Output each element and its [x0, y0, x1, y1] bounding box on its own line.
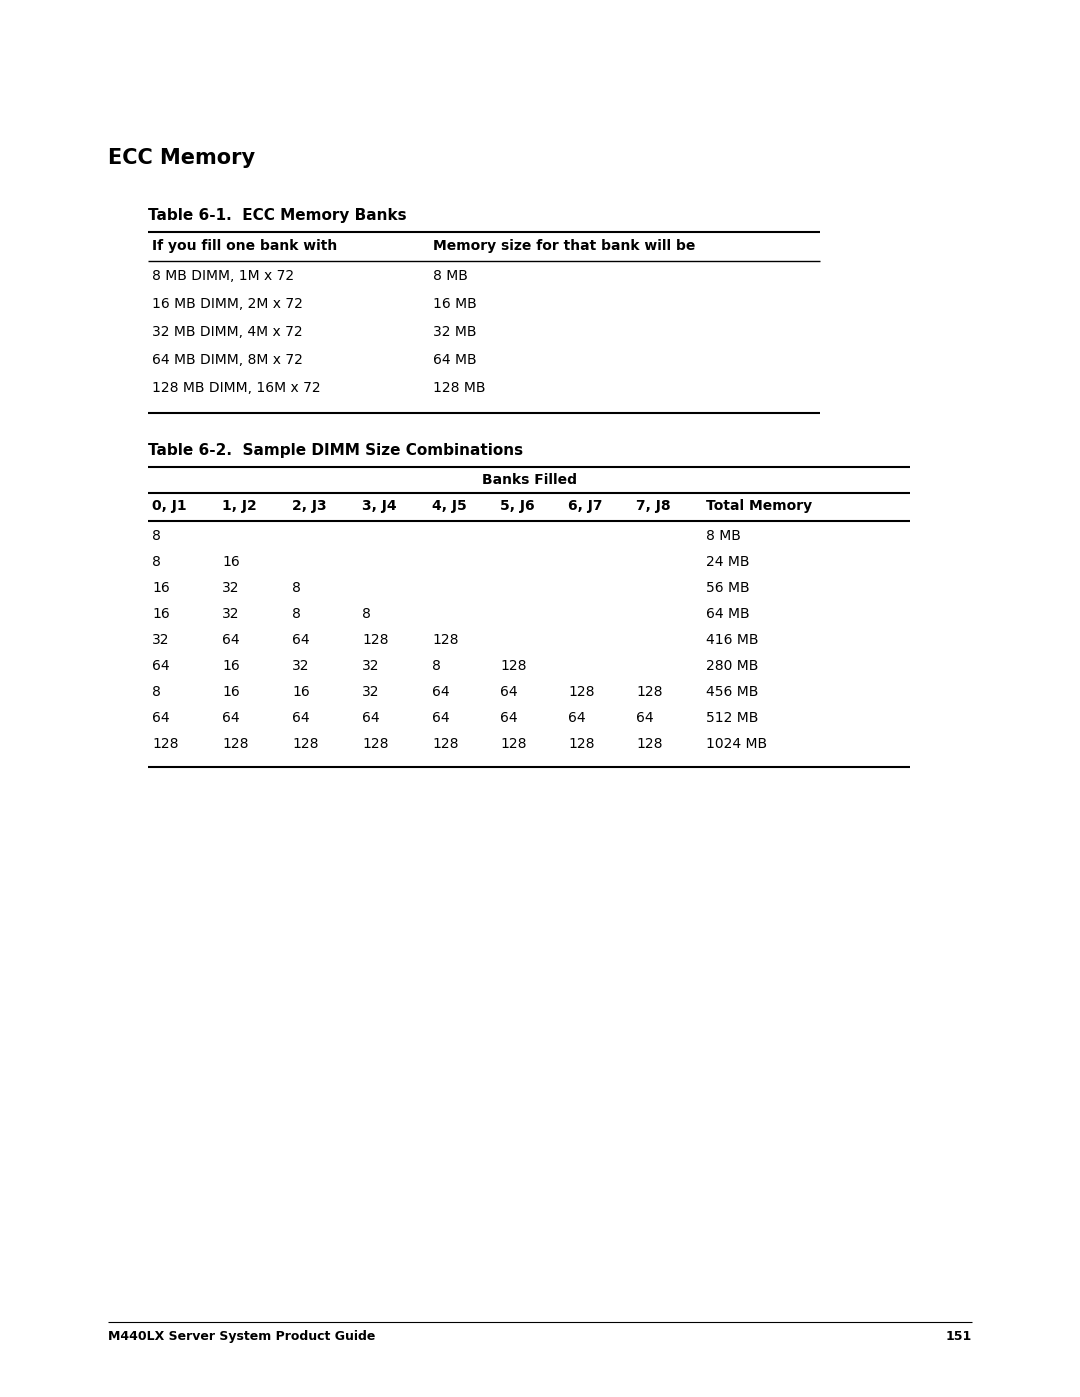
Text: 32: 32 — [152, 633, 170, 647]
Text: 128: 128 — [222, 738, 248, 752]
Text: Banks Filled: Banks Filled — [482, 474, 577, 488]
Text: 128 MB DIMM, 16M x 72: 128 MB DIMM, 16M x 72 — [152, 381, 321, 395]
Text: 64: 64 — [362, 711, 380, 725]
Text: If you fill one bank with: If you fill one bank with — [152, 239, 337, 253]
Text: 8: 8 — [292, 581, 301, 595]
Text: 6, J7: 6, J7 — [568, 499, 603, 513]
Text: 64: 64 — [636, 711, 653, 725]
Text: 416 MB: 416 MB — [706, 633, 758, 647]
Text: 16: 16 — [222, 659, 240, 673]
Text: 128: 128 — [152, 738, 178, 752]
Text: Memory size for that bank will be: Memory size for that bank will be — [433, 239, 696, 253]
Text: 0, J1: 0, J1 — [152, 499, 187, 513]
Text: 8: 8 — [362, 608, 370, 622]
Text: ECC Memory: ECC Memory — [108, 148, 255, 168]
Text: 56 MB: 56 MB — [706, 581, 750, 595]
Text: 64: 64 — [432, 711, 449, 725]
Text: 64: 64 — [500, 711, 517, 725]
Text: 64: 64 — [152, 659, 170, 673]
Text: Total Memory: Total Memory — [706, 499, 812, 513]
Text: 5, J6: 5, J6 — [500, 499, 535, 513]
Text: 16 MB DIMM, 2M x 72: 16 MB DIMM, 2M x 72 — [152, 298, 302, 312]
Text: 16: 16 — [222, 685, 240, 698]
Text: 7, J8: 7, J8 — [636, 499, 671, 513]
Text: 32: 32 — [362, 685, 379, 698]
Text: 64: 64 — [152, 711, 170, 725]
Text: 1024 MB: 1024 MB — [706, 738, 767, 752]
Text: 8 MB: 8 MB — [433, 270, 468, 284]
Text: 8: 8 — [152, 685, 161, 698]
Text: 2, J3: 2, J3 — [292, 499, 326, 513]
Text: 128: 128 — [500, 738, 527, 752]
Text: 128: 128 — [636, 685, 662, 698]
Text: 16: 16 — [292, 685, 310, 698]
Text: 8 MB: 8 MB — [706, 529, 741, 543]
Text: 16 MB: 16 MB — [433, 298, 476, 312]
Text: 16: 16 — [152, 608, 170, 622]
Text: 64: 64 — [432, 685, 449, 698]
Text: 64: 64 — [292, 711, 310, 725]
Text: 128: 128 — [568, 738, 594, 752]
Text: 4, J5: 4, J5 — [432, 499, 467, 513]
Text: 8: 8 — [292, 608, 301, 622]
Text: 128: 128 — [636, 738, 662, 752]
Text: 128: 128 — [292, 738, 319, 752]
Text: Table 6-2.  Sample DIMM Size Combinations: Table 6-2. Sample DIMM Size Combinations — [148, 443, 523, 458]
Text: 8: 8 — [152, 555, 161, 569]
Text: 456 MB: 456 MB — [706, 685, 758, 698]
Text: 32 MB: 32 MB — [433, 326, 476, 339]
Text: 64: 64 — [500, 685, 517, 698]
Text: 3, J4: 3, J4 — [362, 499, 396, 513]
Text: 32 MB DIMM, 4M x 72: 32 MB DIMM, 4M x 72 — [152, 326, 302, 339]
Text: 128: 128 — [362, 738, 389, 752]
Text: 8: 8 — [152, 529, 161, 543]
Text: 32: 32 — [362, 659, 379, 673]
Text: 64 MB: 64 MB — [433, 353, 476, 367]
Text: 32: 32 — [292, 659, 310, 673]
Text: 128: 128 — [432, 633, 459, 647]
Text: 64: 64 — [222, 633, 240, 647]
Text: 8 MB DIMM, 1M x 72: 8 MB DIMM, 1M x 72 — [152, 270, 294, 284]
Text: 512 MB: 512 MB — [706, 711, 758, 725]
Text: 64: 64 — [292, 633, 310, 647]
Text: 128: 128 — [362, 633, 389, 647]
Text: 151: 151 — [946, 1330, 972, 1343]
Text: 64: 64 — [222, 711, 240, 725]
Text: 16: 16 — [222, 555, 240, 569]
Text: 128: 128 — [500, 659, 527, 673]
Text: 32: 32 — [222, 608, 240, 622]
Text: 64: 64 — [568, 711, 585, 725]
Text: Table 6-1.  ECC Memory Banks: Table 6-1. ECC Memory Banks — [148, 208, 407, 224]
Text: 280 MB: 280 MB — [706, 659, 758, 673]
Text: 32: 32 — [222, 581, 240, 595]
Text: M440LX Server System Product Guide: M440LX Server System Product Guide — [108, 1330, 376, 1343]
Text: 1, J2: 1, J2 — [222, 499, 257, 513]
Text: 64 MB: 64 MB — [706, 608, 750, 622]
Text: 128: 128 — [568, 685, 594, 698]
Text: 128 MB: 128 MB — [433, 381, 486, 395]
Text: 128: 128 — [432, 738, 459, 752]
Text: 16: 16 — [152, 581, 170, 595]
Text: 64 MB DIMM, 8M x 72: 64 MB DIMM, 8M x 72 — [152, 353, 302, 367]
Text: 8: 8 — [432, 659, 441, 673]
Text: 24 MB: 24 MB — [706, 555, 750, 569]
